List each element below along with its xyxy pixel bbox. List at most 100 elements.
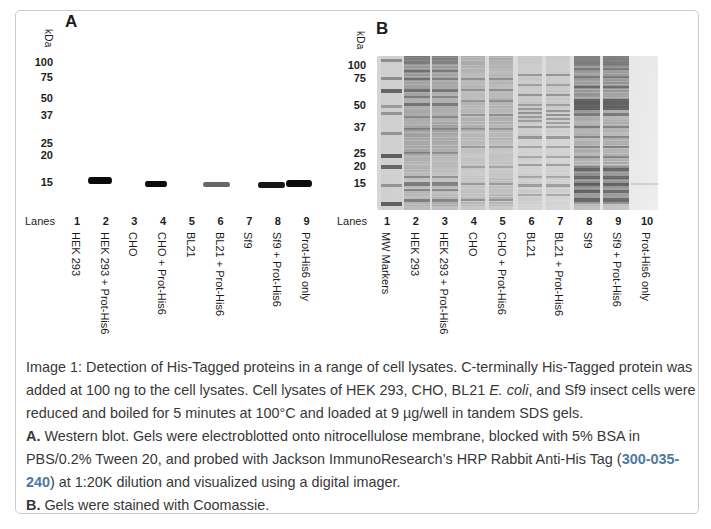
gel-band <box>432 96 458 98</box>
gel-band <box>518 80 542 81</box>
gel-band <box>404 205 430 206</box>
gel-band <box>546 110 570 112</box>
gel-band <box>518 194 542 196</box>
gel-band <box>432 93 458 94</box>
gel-band <box>489 199 513 201</box>
gel-lane <box>432 56 458 210</box>
gel-lane <box>489 56 513 210</box>
caption-text: A. <box>26 428 40 444</box>
mw-marker-label: 15 <box>322 177 366 190</box>
gel-band <box>574 168 600 171</box>
gel-band <box>381 154 402 158</box>
lane-label: HEK 293 <box>409 232 421 276</box>
gel-band <box>546 84 570 86</box>
gel-lane <box>461 56 485 210</box>
gel-band <box>574 99 600 110</box>
caption-paragraph: Image 1: Detection of His-Tagged protein… <box>26 356 698 425</box>
gel-band <box>489 89 513 91</box>
gel-band <box>574 126 600 128</box>
gel-band <box>404 199 430 202</box>
gel-band <box>518 94 542 96</box>
gel-band <box>546 136 570 139</box>
mw-marker-label: 50 <box>322 99 366 112</box>
figure-caption: Image 1: Detection of His-Tagged protein… <box>26 356 698 517</box>
lane-label: CHO + Prot-His6 <box>496 232 508 315</box>
lane-label: Sf9 + Prot-His6 <box>271 232 283 307</box>
lane-label: MW Markers <box>380 232 392 294</box>
gel-band <box>518 136 542 139</box>
mw-marker-label: 25 <box>322 147 366 160</box>
gel-band <box>603 113 629 116</box>
lane-label: BL21 <box>185 232 197 258</box>
gel-band <box>546 194 570 196</box>
caption-text: E. coli <box>489 382 528 398</box>
gel-band <box>603 68 629 70</box>
gel-band <box>603 205 629 206</box>
caption-paragraph: A. Western blot. Gels were electroblotte… <box>26 425 698 494</box>
gel-band <box>518 184 542 187</box>
lane-label: HEK 293 <box>70 232 82 276</box>
gel-band <box>546 104 570 106</box>
gel-band <box>404 56 430 64</box>
western-blot-band <box>145 181 167 187</box>
lane-number: 1 <box>376 215 398 227</box>
gel-band <box>432 176 458 178</box>
gel-lane <box>574 56 600 210</box>
gel-band <box>432 103 458 106</box>
panel-b-label: B <box>376 19 388 39</box>
caption-paragraph: B. Gels were stained with Coomassie. <box>26 494 698 517</box>
gel-band <box>546 126 570 128</box>
gel-lane <box>546 56 570 210</box>
gel-band <box>518 146 542 148</box>
mw-marker-label: 100 <box>322 59 366 72</box>
gel-band <box>546 184 570 187</box>
gel-band <box>381 59 402 62</box>
gel-band <box>432 128 458 130</box>
gel-band <box>546 114 570 116</box>
gel-band <box>489 85 513 86</box>
gel-band <box>461 166 485 168</box>
lane-number: 8 <box>578 215 600 227</box>
gel-lane <box>603 56 629 210</box>
gel-band <box>574 86 600 88</box>
lane-label: Sf9 + Prot-His6 <box>611 232 623 307</box>
lane-number: 9 <box>607 215 629 227</box>
gel-band <box>381 184 402 187</box>
lane-label: CHO + Prot-His6 <box>156 232 168 315</box>
lane-number: 8 <box>267 215 289 227</box>
gel-band <box>432 182 458 186</box>
western-blot-band <box>203 182 230 187</box>
lane-label: HEK 293 + Prot-His6 <box>438 232 450 334</box>
gel-band <box>518 108 542 110</box>
lane-number: 4 <box>152 215 174 227</box>
gel-band <box>518 88 542 89</box>
kda-unit-label-b: kDa <box>355 31 366 50</box>
gel-band <box>432 78 458 80</box>
lane-number: 1 <box>66 215 88 227</box>
gel-band <box>546 149 570 150</box>
lane-number: 9 <box>296 215 318 227</box>
gel-band <box>518 164 542 166</box>
mw-marker-label: 50 <box>9 92 53 105</box>
gel-band <box>432 152 458 154</box>
gel-lane <box>404 56 430 210</box>
lane-label: Sf9 <box>582 232 594 249</box>
mw-marker-label: 100 <box>9 56 53 69</box>
gel-band <box>518 205 542 206</box>
gel-band <box>518 160 542 161</box>
gel-band <box>546 205 570 206</box>
lane-label: Prot-His6 only <box>300 232 312 301</box>
gel-band <box>546 133 570 134</box>
gel-band <box>574 183 600 186</box>
gel-band <box>603 198 629 202</box>
mw-marker-label: 75 <box>9 71 53 84</box>
gel-band <box>432 56 458 64</box>
gel-band <box>518 152 542 153</box>
gel-band <box>381 165 402 169</box>
gel-band <box>574 68 600 70</box>
lane-label: Prot-His6 only <box>640 232 652 301</box>
gel-band <box>603 156 629 158</box>
lane-number: 10 <box>636 215 658 227</box>
lane-number: 2 <box>95 215 117 227</box>
gel-band <box>489 205 513 206</box>
